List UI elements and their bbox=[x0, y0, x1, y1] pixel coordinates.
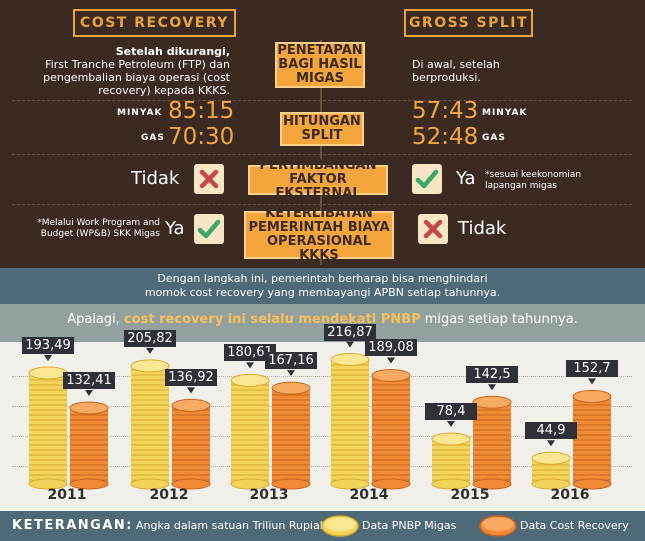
value-label-pnbp-2011: 193,49 bbox=[22, 336, 74, 354]
gas-label-left: GAS bbox=[141, 133, 165, 143]
coin-stack-cost-recovery-2012 bbox=[171, 398, 211, 490]
legend-title: KETERANGAN: bbox=[12, 518, 133, 533]
value-label-pnbp-2015: 78,4 bbox=[425, 403, 477, 420]
cost-recovery-title: COST RECOVERY bbox=[73, 9, 236, 37]
left-gas-ratio: 70:30 bbox=[168, 124, 235, 150]
year-label-2011: 2011 bbox=[47, 487, 87, 503]
unit-note: Angka dalam satuan Triliun Rupiah bbox=[136, 519, 327, 532]
value-label-cost-recovery-2014: 189,08 bbox=[365, 339, 417, 357]
year-label-2013: 2013 bbox=[249, 487, 289, 503]
chart-title-bg bbox=[0, 304, 645, 342]
oil-label-left: MINYAK bbox=[117, 108, 163, 118]
value-pointer bbox=[387, 357, 395, 364]
value-pointer bbox=[246, 362, 254, 369]
gas-label-right: GAS bbox=[482, 133, 506, 143]
value-pointer bbox=[488, 384, 496, 391]
coin-stack-cost-recovery-2016 bbox=[572, 389, 612, 490]
year-label-2012: 2012 bbox=[149, 487, 189, 503]
pnbp-coin-icon bbox=[321, 515, 359, 537]
involvement-right-word: Tidak bbox=[458, 218, 507, 239]
involvement-left-word: Ya bbox=[165, 218, 185, 239]
value-label-cost-recovery-2016: 152,7 bbox=[566, 360, 618, 378]
row-separator bbox=[12, 100, 632, 101]
coin-stack-pnbp-2015 bbox=[431, 432, 471, 490]
chart-area: Apalagi, cost recovery ini selalu mendek… bbox=[0, 304, 645, 511]
coin-stack-pnbp-2013 bbox=[230, 373, 270, 490]
value-label-cost-recovery-2013: 167,16 bbox=[265, 352, 317, 370]
value-pointer bbox=[547, 440, 555, 447]
grid-line bbox=[12, 406, 632, 407]
value-label-pnbp-2016: 44,9 bbox=[525, 422, 577, 440]
right-gas-ratio: 52:48 bbox=[412, 124, 479, 150]
coin-stack-cost-recovery-2011 bbox=[69, 401, 109, 490]
value-pointer bbox=[447, 421, 455, 428]
value-pointer bbox=[85, 390, 93, 397]
legend-cost-recovery: Data Cost Recovery bbox=[520, 519, 629, 532]
check-icon bbox=[412, 164, 442, 194]
info-band: Dengan langkah ini, pemerintah berharap … bbox=[0, 268, 645, 304]
oil-label-right: MINYAK bbox=[482, 108, 528, 118]
band-text: Dengan langkah ini, pemerintah berharap … bbox=[144, 272, 501, 299]
value-pointer bbox=[187, 387, 195, 394]
value-label-cost-recovery-2012: 136,92 bbox=[165, 369, 217, 387]
cross-icon bbox=[194, 164, 224, 194]
check-icon bbox=[194, 214, 224, 244]
external-label-box: PERTIMBANGAN FAKTOR EKSTERNAL bbox=[248, 159, 388, 201]
chart-title-prefix: Apalagi, bbox=[67, 312, 125, 327]
right-oil-ratio: 57:43 bbox=[412, 98, 479, 124]
external-left-word: Tidak bbox=[131, 168, 180, 189]
value-pointer bbox=[346, 341, 354, 348]
coin-stack-pnbp-2014 bbox=[330, 353, 370, 490]
sharing-label: PENETAPAN BAGI HASIL MIGAS bbox=[277, 43, 363, 86]
value-label-pnbp-2012: 205,82 bbox=[124, 329, 176, 347]
external-right-word: Ya bbox=[456, 168, 476, 189]
coin-stack-pnbp-2016 bbox=[531, 451, 571, 490]
grid-line bbox=[12, 466, 632, 467]
row-separator bbox=[12, 154, 632, 155]
value-label-pnbp-2013: 180,61 bbox=[224, 344, 276, 362]
sharing-left-rest: First Tranche Petroleum (FTP) dan pengem… bbox=[43, 58, 230, 97]
gross-split-title: GROSS SPLIT bbox=[404, 9, 533, 37]
value-pointer bbox=[146, 347, 154, 354]
coin-stack-pnbp-2012 bbox=[130, 359, 170, 490]
year-label-2016: 2016 bbox=[550, 487, 590, 503]
coin-stack-cost-recovery-2013 bbox=[271, 381, 311, 490]
grid-line bbox=[12, 376, 632, 377]
involvement-label: KETERLIBATAN PEMERINTAH BIAYA OPERASIONA… bbox=[248, 206, 390, 263]
value-pointer bbox=[588, 378, 596, 385]
split-label-box: HITUNGAN SPLIT bbox=[280, 112, 364, 146]
value-label-cost-recovery-2015: 142,5 bbox=[466, 366, 518, 384]
legend-footer: KETERANGAN: Angka dalam satuan Triliun R… bbox=[0, 511, 645, 541]
involvement-left-note: *Melalui Work Program and Budget (WP&B) … bbox=[37, 218, 160, 239]
coin-stack-cost-recovery-2015 bbox=[472, 395, 512, 490]
cost-recovery-coin-icon bbox=[479, 515, 517, 537]
value-pointer bbox=[287, 370, 295, 377]
row-separator bbox=[12, 204, 632, 205]
left-oil-ratio: 85:15 bbox=[168, 98, 235, 124]
value-label-pnbp-2014: 216,87 bbox=[324, 323, 376, 341]
gross-split-sharing-text: Di awal, setelah berproduksi. bbox=[412, 58, 500, 84]
year-label-2015: 2015 bbox=[450, 487, 490, 503]
value-label-cost-recovery-2011: 132,41 bbox=[63, 372, 115, 389]
sharing-left-bold: Setelah dikurangi, bbox=[115, 45, 230, 58]
legend-pnbp: Data PNBP Migas bbox=[362, 519, 457, 532]
coin-stack-cost-recovery-2014 bbox=[371, 368, 411, 490]
center-divider bbox=[320, 40, 322, 265]
comparison-panel: COST RECOVERY GROSS SPLIT Setelah dikura… bbox=[0, 0, 645, 268]
chart-title-highlight: cost recovery ini selalu mendekati PNBP bbox=[124, 312, 421, 327]
chart-title-suffix: migas setiap tahunnya. bbox=[420, 312, 578, 327]
value-pointer bbox=[44, 354, 52, 361]
coin-stack-pnbp-2011 bbox=[28, 366, 68, 490]
sharing-label-box: PENETAPAN BAGI HASIL MIGAS bbox=[275, 42, 365, 88]
external-label: PERTIMBANGAN FAKTOR EKSTERNAL bbox=[259, 158, 377, 201]
grid-line bbox=[12, 436, 632, 437]
chart-title: Apalagi, cost recovery ini selalu mendek… bbox=[0, 312, 645, 327]
cross-icon bbox=[418, 214, 448, 244]
split-label: HITUNGAN SPLIT bbox=[283, 114, 361, 143]
coin-chart bbox=[28, 341, 612, 490]
cost-recovery-sharing-text: Setelah dikurangi, First Tranche Petrole… bbox=[20, 45, 230, 97]
involvement-label-box: KETERLIBATAN PEMERINTAH BIAYA OPERASIONA… bbox=[244, 207, 394, 263]
external-right-note: *sesuai keekonomian lapangan migas bbox=[485, 170, 582, 191]
year-label-2014: 2014 bbox=[349, 487, 389, 503]
